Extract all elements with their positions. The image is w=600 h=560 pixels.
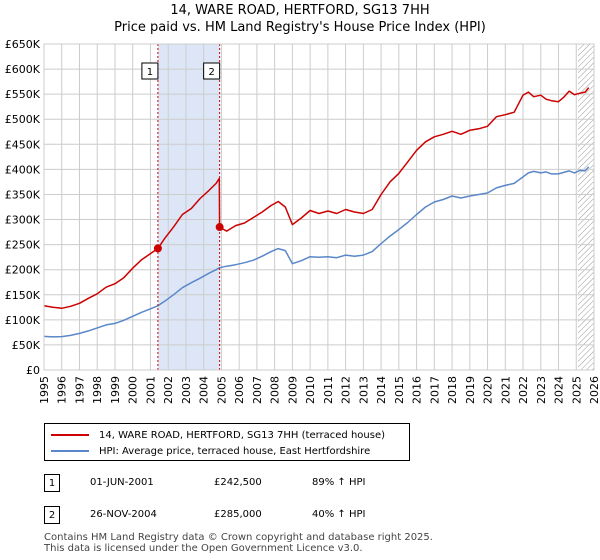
y-tick-label: £550K <box>5 88 41 101</box>
chart-legend: 14, WARE ROAD, HERTFORD, SG13 7HH (terra… <box>44 423 410 461</box>
property-price-line <box>43 87 590 310</box>
transaction-label: 1 <box>147 67 153 78</box>
transaction-price: £285,000 <box>214 509 262 520</box>
x-tick-label: 2023 <box>535 376 548 404</box>
legend-label-hpi: HPI: Average price, terraced house, East… <box>99 445 371 457</box>
x-tick-label: 2008 <box>269 376 282 404</box>
y-tick-label: £250K <box>5 239 41 252</box>
legend-item-hpi: HPI: Average price, terraced house, East… <box>51 443 370 459</box>
y-tick-label: £650K <box>5 38 41 51</box>
transaction-hpi-change: 40% ↑ HPI <box>312 509 366 520</box>
y-tick-label: £0 <box>26 364 40 377</box>
x-tick-label: 1999 <box>109 376 122 404</box>
x-tick-label: 2003 <box>180 376 193 404</box>
footer-license: This data is licensed under the Open Gov… <box>44 543 363 554</box>
x-tick-label: 2026 <box>588 376 600 404</box>
y-tick-label: £400K <box>5 163 41 176</box>
x-tick-label: 2021 <box>499 376 512 404</box>
y-tick-label: £100K <box>5 314 41 327</box>
x-tick-label: 1995 <box>38 376 51 404</box>
transaction-price: £242,500 <box>214 477 262 488</box>
transaction-label: 2 <box>208 67 214 78</box>
y-tick-label: £600K <box>5 63 41 76</box>
x-tick-label: 2007 <box>251 376 264 404</box>
chart-title: 14, WARE ROAD, HERTFORD, SG13 7HH <box>170 3 430 18</box>
x-tick-label: 2014 <box>375 376 388 404</box>
x-tick-label: 1998 <box>91 376 104 404</box>
x-tick-label: 2006 <box>233 376 246 404</box>
chart-subtitle: Price paid vs. HM Land Registry's House … <box>114 20 486 35</box>
y-tick-label: £500K <box>5 113 41 126</box>
x-tick-label: 2022 <box>517 376 530 404</box>
x-tick-label: 2005 <box>215 376 228 404</box>
x-tick-label: 1996 <box>56 376 69 404</box>
x-tick-label: 2019 <box>464 376 477 404</box>
legend-swatch-property <box>51 434 89 436</box>
x-tick-label: 2018 <box>446 376 459 404</box>
price-chart: 1 2 £0 £50K £100K £150K £200K £250K £300K £350K £… <box>5 38 600 404</box>
forecast-hatch <box>578 44 594 370</box>
x-tick-label: 1997 <box>73 376 86 404</box>
shaded-period <box>157 44 220 370</box>
x-tick-label: 2010 <box>304 376 317 404</box>
transaction-marker: 1 <box>44 474 60 492</box>
x-tick-label: 2020 <box>482 376 495 404</box>
y-tick-label: £450K <box>5 138 41 151</box>
y-tick-label: £150K <box>5 289 41 302</box>
transaction-label-box <box>141 62 159 80</box>
plot-area <box>44 44 594 370</box>
plot-border <box>43 43 595 371</box>
x-tick-label: 2024 <box>553 376 566 404</box>
legend-swatch-hpi <box>51 450 89 452</box>
y-tick-label: £50K <box>12 339 41 352</box>
x-tick-label: 2016 <box>411 376 424 404</box>
y-tick-label: £350K <box>5 188 41 201</box>
x-tick-label: 2000 <box>127 376 140 404</box>
transaction-date: 01-JUN-2001 <box>90 477 154 488</box>
transaction-point <box>215 223 224 232</box>
legend-item-property: 14, WARE ROAD, HERTFORD, SG13 7HH (terra… <box>51 427 385 443</box>
x-tick-label: 2012 <box>340 376 353 404</box>
footer-copyright: Contains HM Land Registry data © Crown c… <box>44 532 433 543</box>
transaction-hpi-change: 89% ↑ HPI <box>312 477 366 488</box>
x-tick-label: 2011 <box>322 376 335 404</box>
x-tick-label: 2015 <box>393 376 406 404</box>
transaction-marker: 2 <box>44 506 60 524</box>
x-tick-label: 2017 <box>428 376 441 404</box>
legend-label-property: 14, WARE ROAD, HERTFORD, SG13 7HH (terra… <box>99 429 386 441</box>
x-tick-label: 2009 <box>286 376 299 404</box>
x-tick-label: 2025 <box>570 376 583 404</box>
x-tick-label: 2002 <box>162 376 175 404</box>
x-tick-label: 2001 <box>144 376 157 404</box>
x-tick-label: 2004 <box>198 376 211 404</box>
y-tick-label: £200K <box>5 264 41 277</box>
transaction-date: 26-NOV-2004 <box>90 509 157 520</box>
transaction-label-box <box>203 62 221 80</box>
hpi-line <box>43 166 590 338</box>
y-tick-label: £300K <box>5 214 41 227</box>
x-tick-label: 2013 <box>357 376 370 404</box>
transaction-point <box>153 244 162 253</box>
